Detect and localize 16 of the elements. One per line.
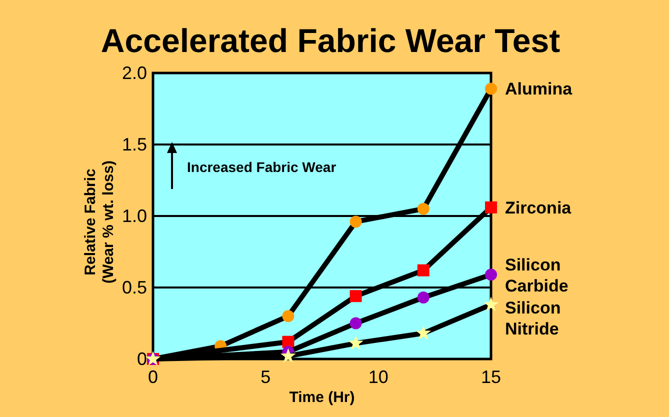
- annotation: Increased Fabric Wear: [187, 159, 337, 175]
- y-tick-label: 1.5: [122, 134, 147, 154]
- series-label: Silicon Nitride: [505, 298, 561, 339]
- y-tick-label: 1.0: [122, 206, 147, 226]
- x-tick-label: 15: [480, 367, 502, 387]
- series-label: Silicon Carbide: [505, 256, 568, 296]
- y-tick-label: 0: [136, 349, 147, 369]
- chart-title: Accelerated Fabric Wear Test: [100, 22, 560, 59]
- y-tick-label: 2.0: [122, 63, 147, 83]
- y-tick-label: 0.5: [122, 278, 147, 298]
- x-tick-label: 10: [368, 367, 388, 387]
- series-label: Zirconia: [505, 198, 572, 218]
- x-axis-title: Time (Hr): [289, 389, 355, 406]
- series-label: Alumina: [505, 80, 573, 99]
- x-tick-label: 5: [260, 367, 271, 387]
- y-axis-title: Relative Fabric (Wear % wt. loss): [82, 160, 117, 284]
